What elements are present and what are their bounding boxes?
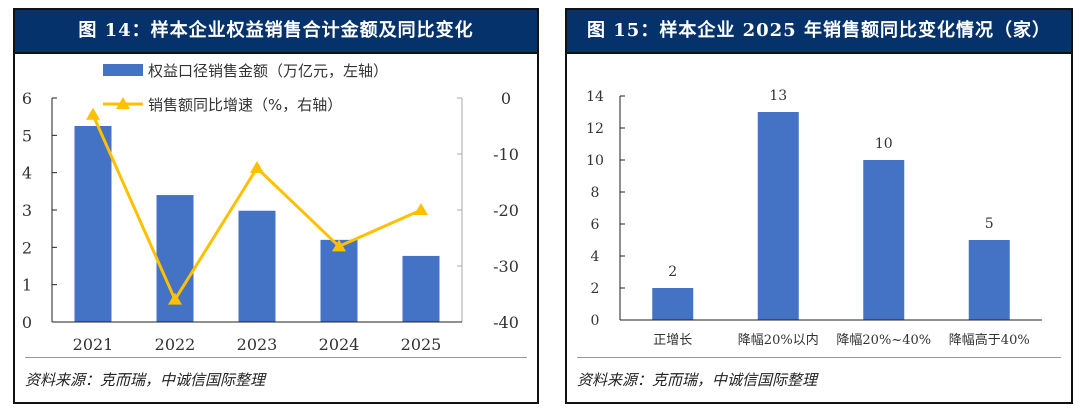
y-tick-label: 6 [591, 217, 600, 233]
bar-2024 [320, 239, 358, 322]
bar-2 [863, 160, 905, 320]
data-label: 2 [668, 264, 677, 280]
right-tick-label: 0 [501, 89, 511, 108]
left-tick-label: 4 [22, 164, 32, 183]
x-tick-label: 2022 [155, 335, 196, 354]
left-tick-label: 1 [22, 276, 32, 295]
y-tick-label: 4 [591, 249, 600, 265]
source-note: 资料来源：克而瑞，中诚信国际整理 [577, 357, 1061, 402]
data-label: 10 [875, 136, 893, 152]
y-tick-label: 0 [591, 313, 600, 329]
left-tick-label: 2 [22, 238, 32, 257]
bar-3 [968, 240, 1010, 320]
bar-1 [757, 112, 799, 320]
growth-marker-2023 [250, 161, 264, 173]
data-label: 5 [985, 216, 994, 232]
bar-0 [652, 288, 694, 320]
growth-marker-2025 [414, 203, 428, 215]
x-tick-label: 2024 [319, 335, 360, 354]
right-tick-label: -40 [493, 313, 519, 332]
y-tick-label: 12 [586, 121, 604, 137]
chart-panel-fig15: 图 15：样本企业 2025 年销售额同比变化情况（家） 0 2 4 6 8 10 12 14… [565, 8, 1073, 404]
left-tick-label: 6 [22, 89, 32, 108]
y-tick-label: 8 [591, 185, 600, 201]
legend-bar-swatch [103, 64, 143, 76]
chart-title: 图 14：样本企业权益销售合计金额及同比变化 [15, 10, 537, 54]
bar-2023 [238, 210, 276, 322]
x-tick-label: 降幅20%~40% [836, 333, 931, 348]
growth-marker-2024 [332, 239, 346, 252]
left-tick-label: 3 [22, 201, 32, 220]
left-tick-label: 0 [22, 313, 32, 332]
x-tick-label: 降幅高于40% [949, 332, 1030, 348]
y-tick-label: 10 [586, 153, 604, 169]
source-note: 资料来源：克而瑞，中诚信国际整理 [25, 357, 527, 402]
legend-bar-label: 权益口径销售金额（万亿元，左轴） [148, 62, 388, 80]
x-tick-label: 2023 [237, 335, 278, 354]
growth-marker-2021 [86, 107, 100, 120]
data-label: 13 [769, 88, 787, 104]
y-tick-label: 2 [591, 281, 600, 297]
right-tick-label: -10 [493, 145, 519, 164]
x-tick-label: 降幅20%以内 [738, 332, 819, 348]
right-tick-label: -20 [493, 201, 519, 220]
combo-chart: 0 1 2 3 4 5 6 0 -10 -20 -30 -40 2021 2022 2023 2024 2025… [22, 62, 519, 354]
chart-panel-fig14: 图 14：样本企业权益销售合计金额及同比变化 0 1 2 3 4 5 6 0 -10 -20 -30… [13, 8, 539, 404]
x-tick-label: 2021 [73, 335, 114, 354]
bar-chart: 0 2 4 6 8 10 12 14 2 正增长 13 降幅20%以内 10 降幅20%~40% 5 降幅高于… [586, 88, 1042, 348]
right-tick-label: -30 [493, 257, 519, 276]
left-tick-label: 5 [22, 126, 32, 145]
bar-2025 [402, 255, 440, 322]
x-tick-label: 正增长 [653, 333, 692, 348]
bar-2021 [74, 126, 112, 322]
chart-title: 图 15：样本企业 2025 年销售额同比变化情况（家） [567, 10, 1071, 54]
legend-line-label: 销售额同比增速（%，右轴） [148, 96, 342, 114]
legend-line-marker [116, 97, 130, 109]
y-tick-label: 14 [586, 89, 604, 105]
x-tick-label: 2025 [401, 335, 442, 354]
growth-marker-2022 [168, 292, 182, 305]
